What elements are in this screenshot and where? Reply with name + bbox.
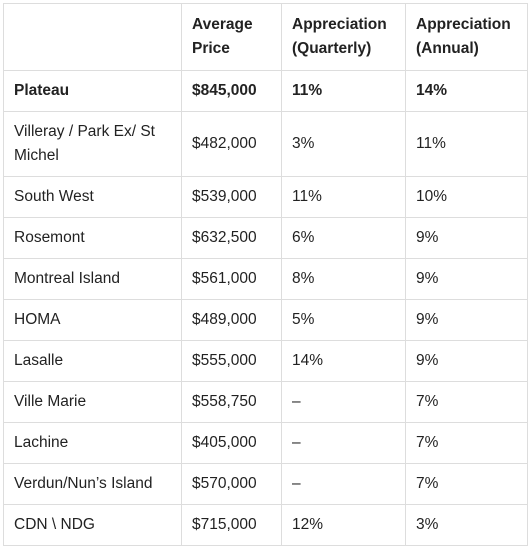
annual-cell: 9% [405, 299, 528, 341]
area-cell: Montreal Island [3, 258, 182, 300]
table-row: Verdun/Nun’s Island $570,000 – 7% [3, 463, 528, 505]
area-cell: Villeray / Park Ex/ St Michel [3, 111, 182, 177]
annual-cell: 11% [405, 111, 528, 177]
annual-cell: 9% [405, 258, 528, 300]
header-average-price: Average Price [181, 3, 282, 71]
area-cell: Plateau [3, 70, 182, 112]
area-cell: South West [3, 176, 182, 218]
price-cell: $555,000 [181, 340, 282, 382]
header-row: Average Price Appreciation (Quarterly) A… [3, 3, 528, 71]
header-appreciation-quarterly: Appreciation (Quarterly) [281, 3, 406, 71]
area-cell: Lachine [3, 422, 182, 464]
table-row: Lachine $405,000 – 7% [3, 422, 528, 464]
table-row: South West $539,000 11% 10% [3, 176, 528, 218]
quarterly-cell: 11% [281, 176, 406, 218]
area-cell: CDN \ NDG [3, 504, 182, 546]
annual-cell: 7% [405, 381, 528, 423]
annual-cell: 7% [405, 422, 528, 464]
table-row: CDN \ NDG $715,000 12% 3% [3, 504, 528, 546]
table-row: Rosemont $632,500 6% 9% [3, 217, 528, 259]
area-cell: Lasalle [3, 340, 182, 382]
annual-cell: 9% [405, 340, 528, 382]
price-cell: $845,000 [181, 70, 282, 112]
table-row: Plateau $845,000 11% 14% [3, 70, 528, 112]
header-appreciation-annual: Appreciation (Annual) [405, 3, 528, 71]
area-cell: Rosemont [3, 217, 182, 259]
annual-cell: 7% [405, 463, 528, 505]
price-cell: $715,000 [181, 504, 282, 546]
price-cell: $561,000 [181, 258, 282, 300]
table-row: Ville Marie $558,750 – 7% [3, 381, 528, 423]
table-row: Lasalle $555,000 14% 9% [3, 340, 528, 382]
quarterly-cell: – [281, 422, 406, 464]
price-cell: $482,000 [181, 111, 282, 177]
table-body: Plateau $845,000 11% 14% Villeray / Park… [3, 70, 528, 546]
area-cell: Verdun/Nun’s Island [3, 463, 182, 505]
table-row: Montreal Island $561,000 8% 9% [3, 258, 528, 300]
table-row: Villeray / Park Ex/ St Michel $482,000 3… [3, 111, 528, 177]
quarterly-cell: – [281, 381, 406, 423]
quarterly-cell: 5% [281, 299, 406, 341]
quarterly-cell: 8% [281, 258, 406, 300]
price-cell: $558,750 [181, 381, 282, 423]
price-cell: $405,000 [181, 422, 282, 464]
quarterly-cell: 12% [281, 504, 406, 546]
price-cell: $570,000 [181, 463, 282, 505]
annual-cell: 9% [405, 217, 528, 259]
price-table: Average Price Appreciation (Quarterly) A… [3, 3, 528, 546]
area-cell: Ville Marie [3, 381, 182, 423]
price-table-container: Average Price Appreciation (Quarterly) A… [3, 3, 528, 546]
price-cell: $632,500 [181, 217, 282, 259]
quarterly-cell: 3% [281, 111, 406, 177]
annual-cell: 14% [405, 70, 528, 112]
quarterly-cell: 14% [281, 340, 406, 382]
annual-cell: 10% [405, 176, 528, 218]
table-header: Average Price Appreciation (Quarterly) A… [3, 3, 528, 71]
table-row: HOMA $489,000 5% 9% [3, 299, 528, 341]
quarterly-cell: – [281, 463, 406, 505]
header-area [3, 3, 182, 71]
quarterly-cell: 11% [281, 70, 406, 112]
price-cell: $489,000 [181, 299, 282, 341]
annual-cell: 3% [405, 504, 528, 546]
price-cell: $539,000 [181, 176, 282, 218]
area-cell: HOMA [3, 299, 182, 341]
quarterly-cell: 6% [281, 217, 406, 259]
